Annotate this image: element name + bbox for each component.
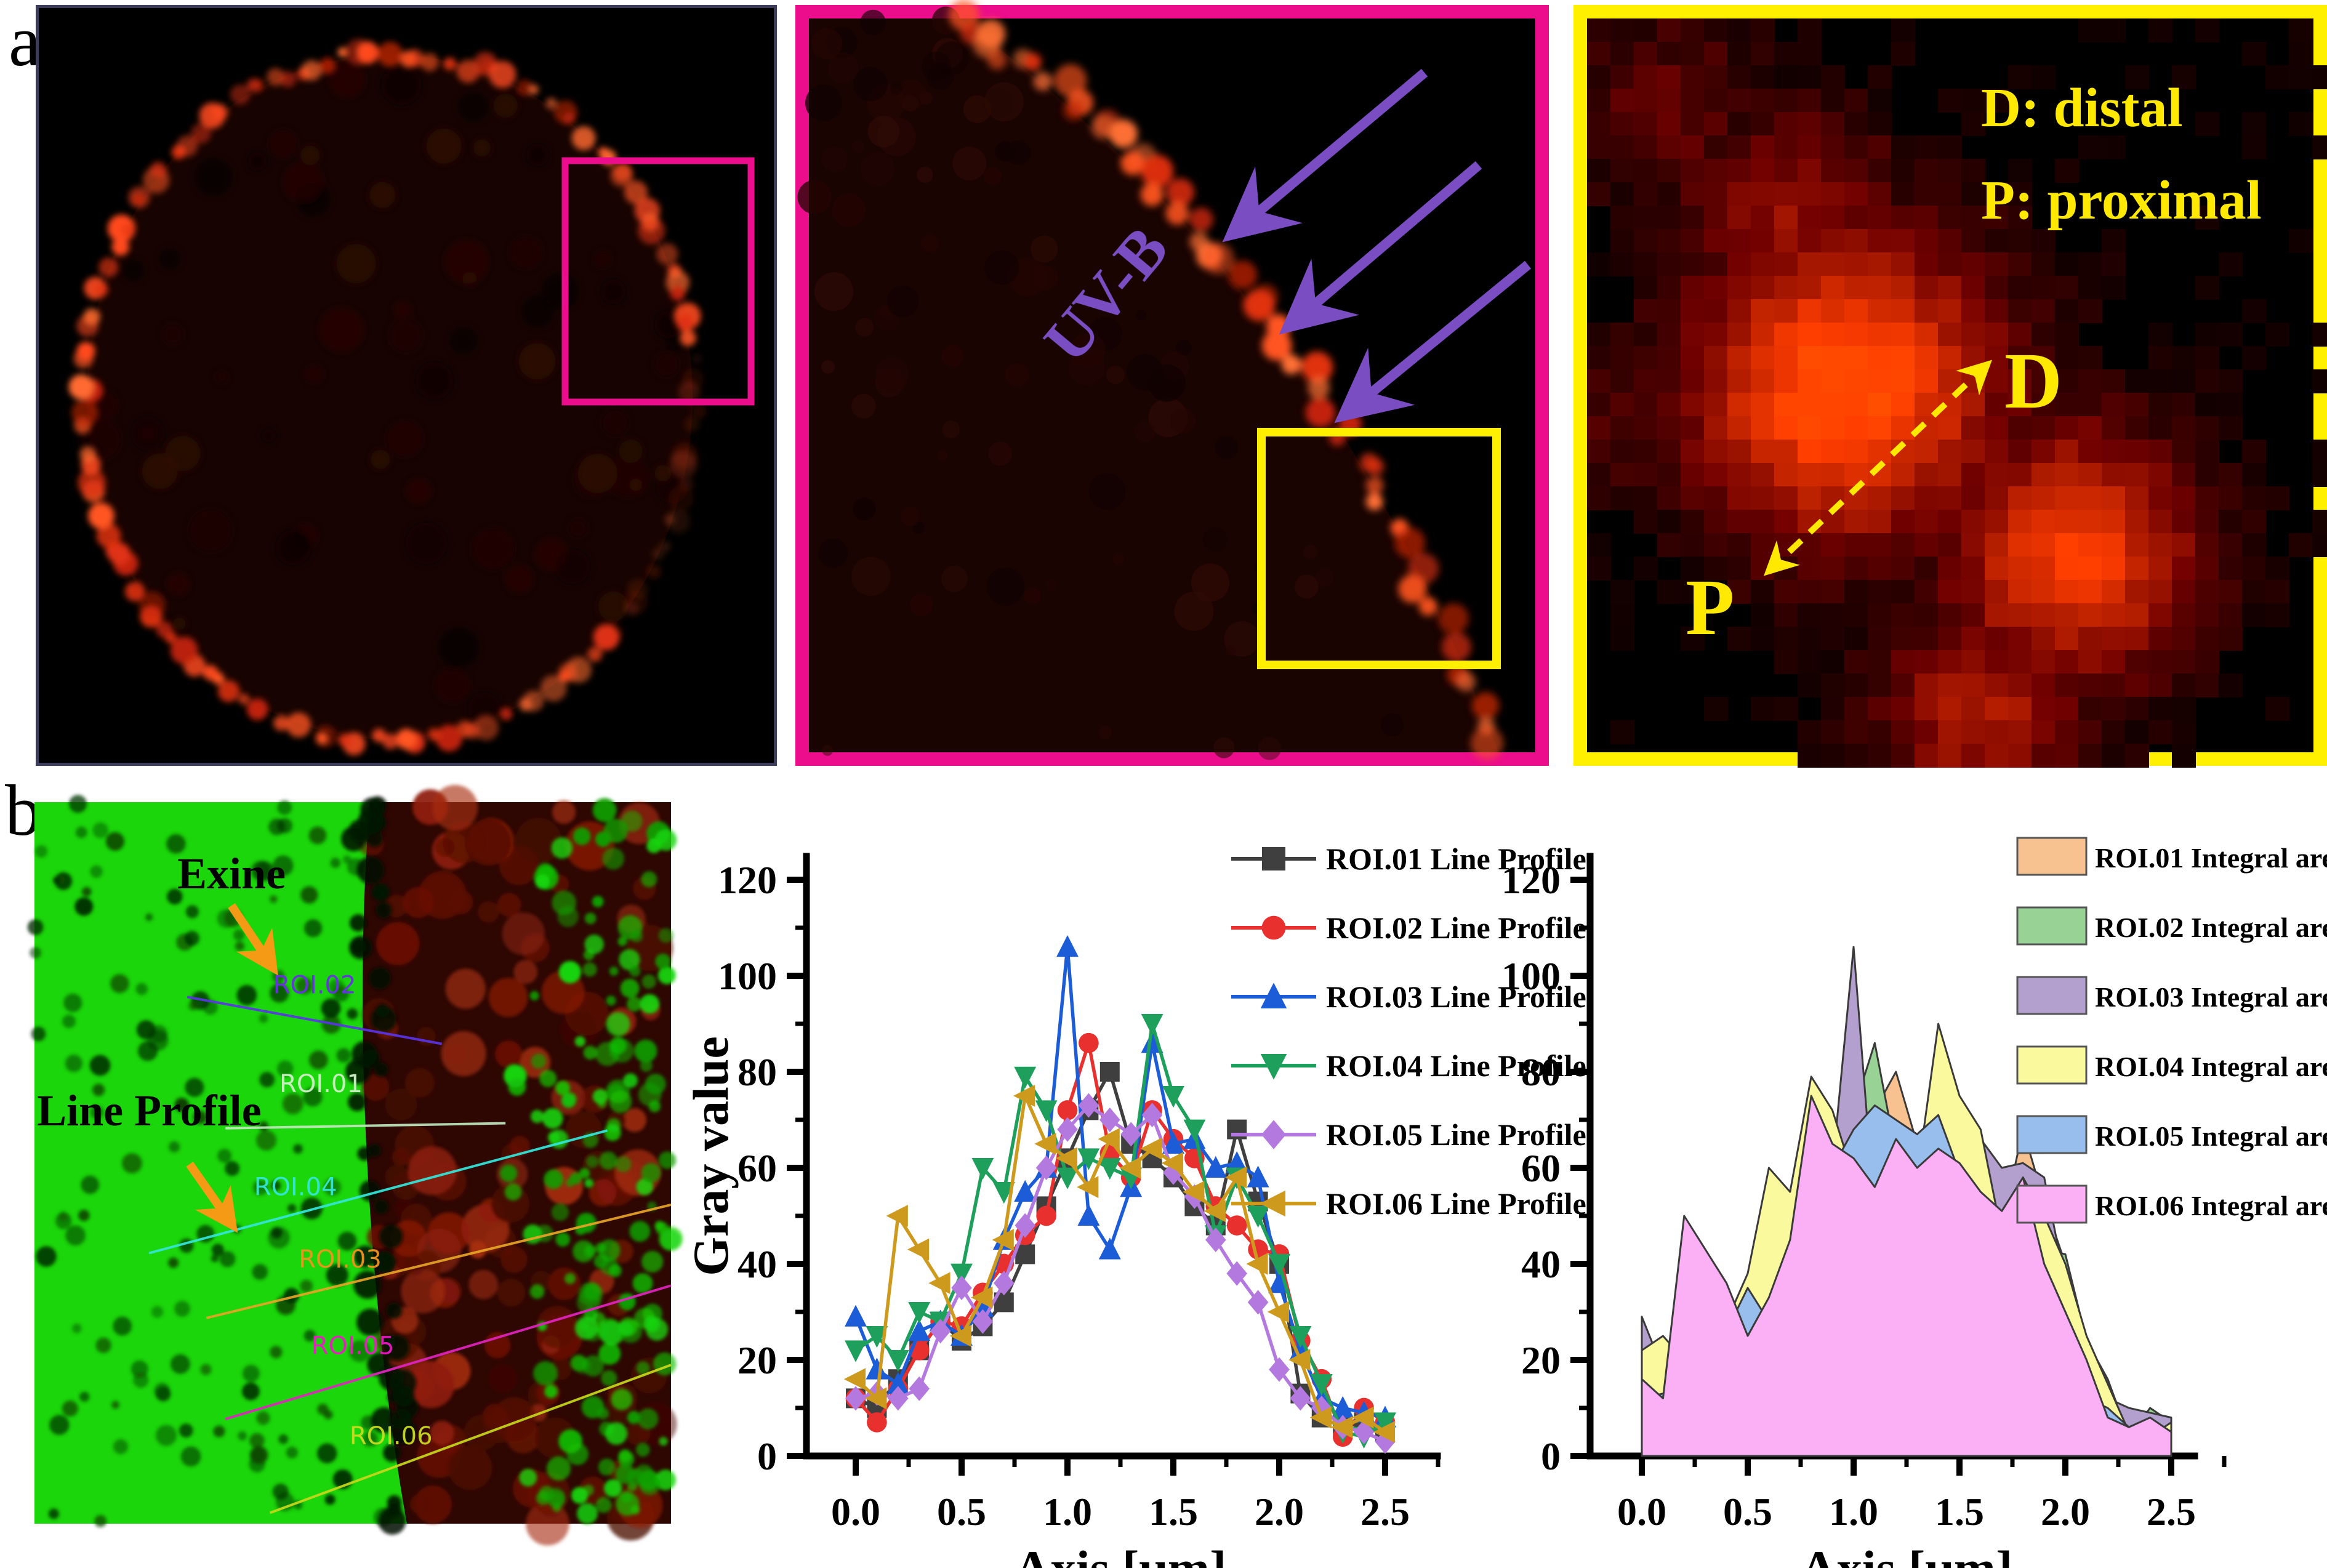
y-tick-label: 100 <box>718 954 777 998</box>
roi-line-roi.02 <box>187 995 443 1045</box>
exine-roi-svg: ROI.02 ROI.01 ROI.04 ROI.03 ROI.05 ROI.06 Exin… <box>27 784 683 1546</box>
y-tick-label: 60 <box>1521 1146 1561 1190</box>
y-tick-label: 80 <box>1521 1050 1561 1094</box>
x-tick-label: 0.0 <box>1617 1490 1666 1534</box>
series-area <box>1641 1095 2172 1457</box>
d-distal-label: D: distal <box>1981 78 2183 139</box>
legend-label: ROI.06 Line Profile <box>1326 1186 1586 1221</box>
band-mottling <box>358 784 677 1546</box>
y-tick-label: 120 <box>1501 858 1561 902</box>
x-tick-label: 1.5 <box>1149 1490 1198 1534</box>
line-chart-legend: ROI.01 Line Profile ROI.02 Line Profile RO… <box>1231 842 1586 1221</box>
x-tick-label: 0.5 <box>937 1490 986 1534</box>
legend-label: ROI.04 Line Profile <box>1326 1048 1586 1083</box>
roi-label-roi.03: ROI.03 <box>299 1245 382 1274</box>
legend-label: ROI.05 Line Profile <box>1326 1117 1586 1152</box>
y-tick-label: 40 <box>1521 1242 1561 1286</box>
x-tick-label: 1.5 <box>1935 1490 1984 1534</box>
rim-dots <box>949 0 1504 760</box>
axes: 0.0 0.5 1.0 1.5 2.0 2.5 0 20 40 60 80 100 120 Axis [μ… <box>683 853 1441 1568</box>
x-tick-label: 2.5 <box>1360 1490 1410 1534</box>
x-tick-label: 1.0 <box>1829 1490 1878 1534</box>
pollen-grain-overview-svg <box>39 8 774 763</box>
legend-label: ROI.01 Line Profile <box>1326 842 1586 876</box>
p-proximal-label: P: proximal <box>1981 170 2262 231</box>
green-speckles-bright <box>499 798 683 1524</box>
x-tick-label: 1.0 <box>1043 1490 1092 1534</box>
line-profile-chart: 0.0 0.5 1.0 1.5 2.0 2.5 0 20 40 60 80 100 120 Axis [μ… <box>683 842 1586 1568</box>
legend-label: ROI.05 Integral area <box>2095 1120 2327 1152</box>
legend-label: ROI.02 Integral area <box>2095 912 2327 943</box>
line-profile-arrow <box>186 1161 238 1233</box>
line-profile-label: Line Profile <box>37 1086 262 1135</box>
roi-line-roi.06 <box>269 1364 672 1514</box>
yellow-roi-box <box>1257 428 1501 669</box>
x-tick-label: 0.0 <box>831 1490 880 1534</box>
integral-area-chart: 0.0 0.5 1.0 1.5 2.0 2.5 0 20 40 60 80 100 120 Axis [μ… <box>1501 837 2327 1568</box>
x-axis-title: Axis [μm] <box>1801 1540 2013 1568</box>
pollen-detail-zoom-image: P D D: distal P: proximal <box>1573 5 2327 768</box>
roi-line-roi.01 <box>225 1122 506 1130</box>
y-tick-label: 40 <box>737 1242 777 1286</box>
p-to-d-arrow <box>1764 360 1992 576</box>
pollen-grain-overview-image <box>36 5 777 766</box>
roi-lines-group: ROI.02 ROI.01 ROI.04 ROI.03 ROI.05 ROI.06 <box>148 971 672 1514</box>
legend-label: ROI.03 Integral area <box>2095 981 2327 1013</box>
y-tick-label: 0 <box>1541 1434 1561 1478</box>
legend-label: ROI.02 Line Profile <box>1326 911 1586 945</box>
roi-label-roi.05: ROI.05 <box>311 1332 395 1361</box>
legend-label: ROI.04 Integral area <box>2095 1051 2327 1082</box>
area-series-group <box>1641 946 2172 1457</box>
roi-line-roi.05 <box>225 1284 672 1420</box>
series-markers <box>843 1085 1395 1443</box>
d-label: D <box>2004 337 2062 425</box>
line-series-group <box>843 935 1396 1454</box>
p-label: P <box>1686 563 1734 652</box>
legend-label: ROI.06 Integral area <box>2095 1190 2327 1221</box>
roi-label-roi.06: ROI.06 <box>350 1422 433 1450</box>
series-markers <box>845 1093 1396 1454</box>
roi-label-roi.02: ROI.02 <box>273 971 356 1000</box>
exine-label: Exine <box>177 849 286 898</box>
roi-line-roi.03 <box>206 1204 672 1319</box>
interior-texture <box>797 6 1404 760</box>
grain-rim <box>68 39 707 755</box>
legend-label: ROI.01 Integral area <box>2095 842 2327 874</box>
x-tick-label: 2.5 <box>2147 1490 2196 1534</box>
legend-label: ROI.03 Line Profile <box>1326 979 1586 1014</box>
y-axis-title: Gray value <box>683 1036 739 1276</box>
pollen-rim-zoom-svg: UV-B <box>797 0 1535 760</box>
grain-texture <box>78 62 688 726</box>
x-axis-title: Axis [μm] <box>1015 1540 1227 1568</box>
exine-roi-image: ROI.02 ROI.01 ROI.04 ROI.03 ROI.05 ROI.06 Exin… <box>27 784 683 1546</box>
roi-label-roi.01: ROI.01 <box>279 1070 363 1098</box>
exine-arrow <box>228 903 278 976</box>
pollen-rim-zoom-image: UV-B <box>795 0 1549 766</box>
y-tick-label: 100 <box>1501 954 1561 998</box>
x-tick-label: 2.0 <box>2041 1490 2090 1534</box>
y-tick-label: 20 <box>737 1338 777 1382</box>
magenta-roi-box <box>561 157 755 406</box>
x-tick-label: 0.5 <box>1723 1490 1772 1534</box>
y-tick-label: 20 <box>1521 1338 1561 1382</box>
y-tick-label: 120 <box>718 858 777 902</box>
uvb-arrows <box>1222 68 1532 424</box>
y-tick-label: 60 <box>737 1146 777 1190</box>
panel-a-label: a <box>9 1 41 81</box>
pollen-detail-zoom-svg: P D D: distal P: proximal <box>1587 18 2327 768</box>
x-tick-label: 2.0 <box>1255 1490 1304 1534</box>
y-tick-label: 0 <box>757 1434 777 1478</box>
y-tick-label: 80 <box>737 1050 777 1094</box>
roi-label-roi.04: ROI.04 <box>254 1173 337 1202</box>
series-line <box>854 1090 1386 1434</box>
area-chart-legend: ROI.01 Integral area ROI.02 Integral area… <box>2016 837 2327 1224</box>
